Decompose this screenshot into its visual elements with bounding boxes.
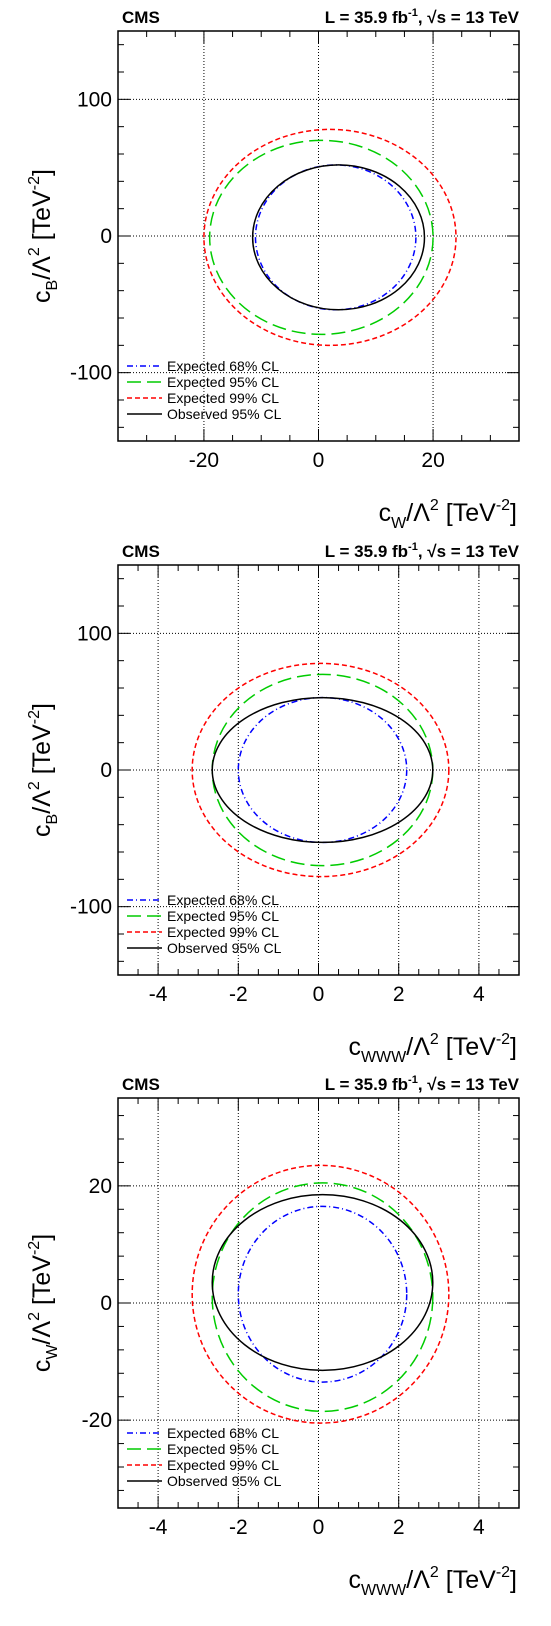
legend-entry: Expected 68% CL bbox=[167, 1425, 279, 1441]
x-tick-label: -2 bbox=[229, 1516, 248, 1539]
legend-entry: Observed 95% CL bbox=[167, 1473, 282, 1489]
y-tick-label: 0 bbox=[100, 225, 112, 248]
contour-expected-99-cl bbox=[191, 662, 450, 878]
contour-expected-99-cl bbox=[203, 128, 457, 347]
legend-entry: Expected 95% CL bbox=[167, 908, 279, 924]
cms-label: CMS bbox=[122, 1075, 160, 1094]
lumi-energy-label: L = 35.9 fb-1, √s = 13 TeV bbox=[325, 1074, 520, 1094]
x-axis-label: cWWW/Λ2 [TeV-2] bbox=[348, 1031, 517, 1066]
legend-entry: Observed 95% CL bbox=[167, 940, 282, 956]
x-tick-label: 20 bbox=[421, 449, 444, 472]
contour-observed-95-cl bbox=[211, 696, 434, 844]
contour-observed-95-cl bbox=[251, 164, 426, 311]
x-tick-label: 2 bbox=[393, 983, 405, 1006]
chart-panel-1: -20 0 20 -100 0 100 CMS L = 35.9 fb-1, √s = 13 … bbox=[26, 7, 520, 532]
legend-entry: Expected 99% CL bbox=[167, 924, 279, 940]
y-tick-label: -20 bbox=[82, 1409, 112, 1432]
plot-frame bbox=[117, 30, 520, 442]
x-tick-label: 4 bbox=[473, 983, 485, 1006]
x-tick-label: 2 bbox=[393, 1516, 405, 1539]
x-tick-label: 0 bbox=[313, 449, 325, 472]
y-tick-label: -100 bbox=[70, 896, 112, 919]
x-axis-label: cW/Λ2 [TeV-2] bbox=[379, 497, 517, 532]
contour-expected-68-cl bbox=[254, 164, 417, 311]
contour-observed-95-cl bbox=[211, 1193, 434, 1372]
y-tick-label: 100 bbox=[77, 622, 112, 645]
y-tick-label: -100 bbox=[70, 362, 112, 385]
contour-expected-95-cl bbox=[211, 1182, 434, 1413]
legend-entry: Expected 99% CL bbox=[167, 390, 279, 406]
x-tick-label: -4 bbox=[149, 1516, 168, 1539]
y-tick-label: 0 bbox=[100, 759, 112, 782]
y-axis-label: cB/Λ2 [TeV-2] bbox=[26, 703, 61, 837]
contour-expected-99-cl bbox=[191, 1164, 450, 1424]
chart-panel-2: -4 -2 0 2 4 -100 0 100 CMS L = 35.9 fb-1, √s = 13… bbox=[26, 541, 520, 1066]
legend-entry: Expected 99% CL bbox=[167, 1457, 279, 1473]
lumi-energy-label: L = 35.9 fb-1, √s = 13 TeV bbox=[325, 541, 520, 561]
legend-entry: Expected 68% CL bbox=[167, 892, 279, 908]
y-tick-label: 0 bbox=[100, 1292, 112, 1315]
x-tick-label: 0 bbox=[313, 1516, 325, 1539]
legend-entry: Expected 68% CL bbox=[167, 358, 279, 374]
lumi-energy-label: L = 35.9 fb-1, √s = 13 TeV bbox=[325, 7, 520, 27]
y-tick-label: 20 bbox=[89, 1175, 112, 1198]
x-tick-label: -4 bbox=[149, 983, 168, 1006]
x-tick-label: -2 bbox=[229, 983, 248, 1006]
legend-entry: Observed 95% CL bbox=[167, 406, 282, 422]
x-tick-label: 0 bbox=[313, 983, 325, 1006]
plot-frame bbox=[117, 1097, 520, 1509]
contour-expected-95-cl bbox=[208, 139, 434, 336]
legend-entry: Expected 95% CL bbox=[167, 374, 279, 390]
x-axis-label: cWWW/Λ2 [TeV-2] bbox=[348, 1564, 517, 1599]
y-tick-label: 100 bbox=[77, 88, 112, 111]
y-axis-label: cW/Λ2 [TeV-2] bbox=[26, 1234, 61, 1372]
legend-entry: Expected 95% CL bbox=[167, 1441, 279, 1457]
cms-label: CMS bbox=[122, 542, 160, 561]
contour-expected-68-cl bbox=[237, 1205, 408, 1383]
plot-frame bbox=[117, 564, 520, 976]
cms-label: CMS bbox=[122, 8, 160, 27]
y-axis-label: cB/Λ2 [TeV-2] bbox=[26, 169, 61, 303]
x-tick-label: -20 bbox=[189, 449, 219, 472]
x-tick-label: 4 bbox=[473, 1516, 485, 1539]
